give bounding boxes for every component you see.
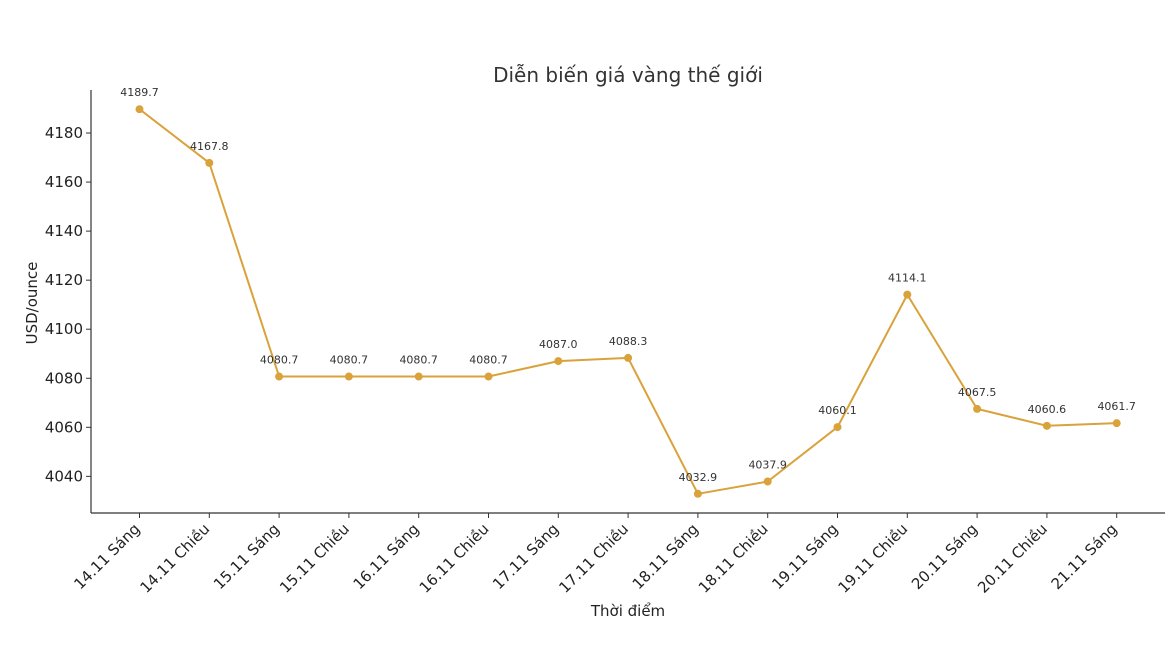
data-label: 4067.5 bbox=[958, 386, 997, 399]
x-tick-label: 15.11 Sáng bbox=[210, 520, 283, 593]
x-tick-label: 14.11 Sáng bbox=[70, 520, 143, 593]
data-label: 4167.8 bbox=[190, 140, 229, 153]
x-axis-label: Thời điểm bbox=[590, 602, 665, 620]
y-axis-ticks: 4040 4060 4080 4100 4120 4140 4160 4180 bbox=[45, 124, 91, 485]
data-point bbox=[973, 404, 982, 413]
series-line bbox=[138, 108, 1117, 495]
x-tick-label: 19.11 Sáng bbox=[768, 520, 841, 593]
data-point bbox=[833, 423, 842, 432]
data-point bbox=[484, 372, 493, 381]
data-points bbox=[135, 105, 1121, 498]
y-tick-label: 4040 bbox=[45, 467, 83, 485]
data-point bbox=[205, 158, 214, 167]
x-tick-label: 18.11 Chiều bbox=[695, 520, 772, 597]
x-tick-label: 16.11 Chiều bbox=[416, 520, 493, 597]
x-tick-label: 21.11 Sáng bbox=[1048, 520, 1121, 593]
x-tick-label: 14.11 Chiều bbox=[137, 520, 214, 597]
x-tick-label: 18.11 Sáng bbox=[629, 520, 702, 593]
data-label: 4189.7 bbox=[120, 86, 159, 99]
y-tick-label: 4080 bbox=[45, 369, 83, 387]
y-tick-label: 4140 bbox=[45, 222, 83, 240]
y-tick-label: 4120 bbox=[45, 271, 83, 289]
y-axis-label: USD/ounce bbox=[23, 262, 41, 345]
data-label: 4080.7 bbox=[330, 354, 369, 367]
data-label: 4080.7 bbox=[469, 354, 508, 367]
data-point bbox=[414, 372, 423, 381]
x-tick-label: 16.11 Sáng bbox=[350, 520, 423, 593]
data-label: 4088.3 bbox=[609, 335, 648, 348]
y-tick-label: 4100 bbox=[45, 320, 83, 338]
data-labels: 4189.7 4167.8 4080.7 4080.7 4080.7 4080.7 4087… bbox=[120, 86, 1136, 484]
data-point bbox=[1112, 419, 1121, 428]
x-tick-label: 20.11 Sáng bbox=[908, 520, 981, 593]
data-label: 4087.0 bbox=[539, 338, 578, 351]
data-point bbox=[344, 372, 353, 381]
x-tick-label: 17.11 Chiều bbox=[555, 520, 632, 597]
data-point bbox=[624, 353, 633, 362]
x-tick-label: 15.11 Chiều bbox=[276, 520, 353, 597]
data-point bbox=[135, 105, 144, 114]
y-tick-label: 4060 bbox=[45, 418, 83, 436]
x-tick-label: 19.11 Chiều bbox=[835, 520, 912, 597]
y-tick-label: 4160 bbox=[45, 173, 83, 191]
data-label: 4037.9 bbox=[748, 459, 787, 472]
data-point bbox=[693, 489, 702, 498]
x-tick-label: 20.11 Chiều bbox=[974, 520, 1051, 597]
data-label: 4080.7 bbox=[399, 354, 438, 367]
data-point bbox=[763, 477, 772, 486]
data-point bbox=[275, 372, 284, 381]
chart-title: Diễn biến giá vàng thế giới bbox=[493, 63, 763, 87]
data-label: 4080.7 bbox=[260, 354, 299, 367]
y-tick-label: 4180 bbox=[45, 124, 83, 142]
x-tick-label: 17.11 Sáng bbox=[489, 520, 562, 593]
data-point bbox=[554, 357, 563, 366]
data-label: 4061.7 bbox=[1097, 400, 1136, 413]
data-label: 4060.1 bbox=[818, 404, 857, 417]
data-label: 4114.1 bbox=[888, 272, 927, 285]
data-point bbox=[1042, 421, 1051, 430]
data-label: 4060.6 bbox=[1028, 403, 1067, 416]
data-point bbox=[903, 290, 912, 299]
data-label: 4032.9 bbox=[679, 471, 718, 484]
